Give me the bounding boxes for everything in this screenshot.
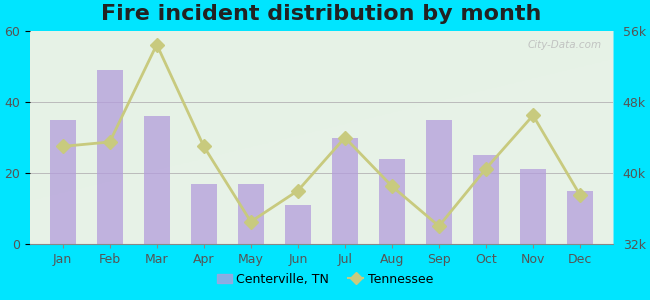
Legend: Centerville, TN, Tennessee: Centerville, TN, Tennessee	[211, 268, 439, 291]
Bar	[191, 184, 216, 244]
Bar	[473, 155, 499, 244]
Bar	[144, 116, 170, 244]
Bar	[97, 70, 123, 244]
Bar	[332, 137, 358, 244]
Bar	[520, 169, 546, 244]
Text: City-Data.com: City-Data.com	[527, 40, 601, 50]
Title: Fire incident distribution by month: Fire incident distribution by month	[101, 4, 541, 24]
Bar	[567, 191, 593, 244]
Bar	[238, 184, 264, 244]
Bar	[285, 205, 311, 244]
Bar	[50, 120, 75, 244]
Bar	[379, 159, 405, 244]
Bar	[426, 120, 452, 244]
